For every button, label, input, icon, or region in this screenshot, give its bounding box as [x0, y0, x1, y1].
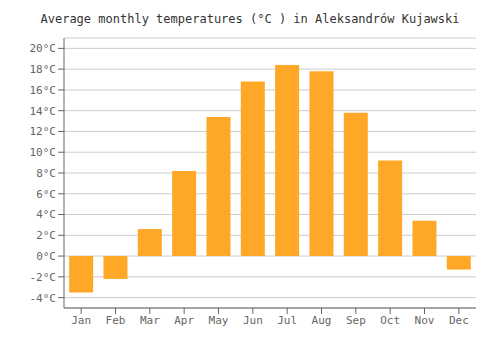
svg-text:2°C: 2°C — [36, 229, 56, 242]
svg-text:Mar: Mar — [140, 314, 160, 327]
svg-text:4°C: 4°C — [36, 208, 56, 221]
svg-text:May: May — [209, 314, 229, 327]
svg-text:8°C: 8°C — [36, 167, 56, 180]
svg-text:6°C: 6°C — [36, 188, 56, 201]
html-text:Average monthly temperatures (: Average monthly temperatures (°C ) in Al… — [40, 12, 460, 26]
svg-text:20°C: 20°C — [30, 42, 57, 55]
svg-text:Dec: Dec — [449, 314, 469, 327]
svg-text:Nov: Nov — [415, 314, 435, 327]
svg-text:Jul: Jul — [277, 314, 297, 327]
svg-text:Sep: Sep — [346, 314, 366, 327]
svg-text:Apr: Apr — [174, 314, 194, 327]
svg-text:12°C: 12°C — [30, 125, 57, 138]
svg-text:16°C: 16°C — [30, 84, 57, 97]
svg-text:Oct: Oct — [380, 314, 400, 327]
svg-text:10°C: 10°C — [30, 146, 57, 159]
svg-text:14°C: 14°C — [30, 105, 57, 118]
svg-text:Jan: Jan — [71, 314, 91, 327]
svg-text:-4°C: -4°C — [30, 292, 57, 305]
svg-text:Feb: Feb — [106, 314, 126, 327]
svg-text:Aug: Aug — [312, 314, 332, 327]
svg-text:-2°C: -2°C — [30, 271, 57, 284]
svg-text:0°C: 0°C — [36, 250, 56, 263]
svg-text:18°C: 18°C — [30, 63, 57, 76]
svg-text:Jun: Jun — [243, 314, 263, 327]
